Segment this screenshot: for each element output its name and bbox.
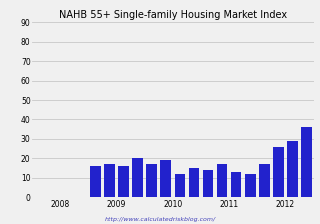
Bar bbox=[147, 164, 157, 197]
Bar bbox=[118, 166, 129, 197]
Bar bbox=[231, 172, 242, 197]
Bar bbox=[301, 127, 312, 197]
Bar bbox=[132, 158, 143, 197]
Bar bbox=[217, 164, 228, 197]
Bar bbox=[161, 160, 171, 197]
Bar bbox=[273, 147, 284, 197]
Title: NAHB 55+ Single-family Housing Market Index: NAHB 55+ Single-family Housing Market In… bbox=[59, 10, 287, 20]
Bar bbox=[259, 164, 270, 197]
Text: http://www.calculatedriskblog.com/: http://www.calculatedriskblog.com/ bbox=[104, 217, 216, 222]
Bar bbox=[203, 170, 213, 197]
Bar bbox=[175, 174, 185, 197]
Bar bbox=[189, 168, 199, 197]
Bar bbox=[90, 166, 101, 197]
Bar bbox=[104, 164, 115, 197]
Bar bbox=[287, 141, 298, 197]
Bar bbox=[245, 174, 256, 197]
